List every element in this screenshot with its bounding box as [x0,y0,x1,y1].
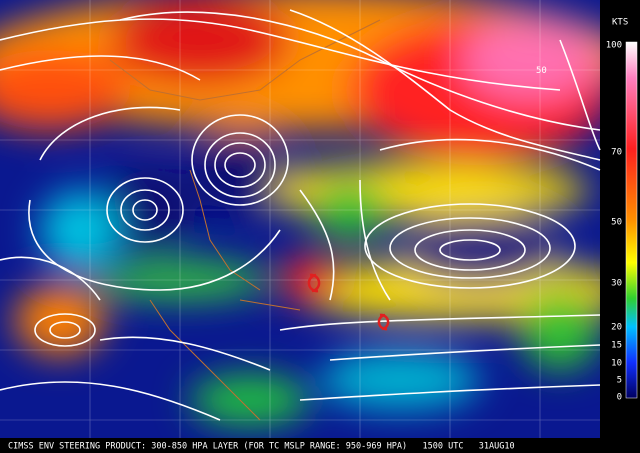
colorbar-label: 5 [617,376,622,386]
colorbar-label: 50 [611,218,622,228]
latitude-label: 50 [536,66,547,76]
storm-symbols [307,273,390,331]
colorbar-unit: KTS [612,18,628,28]
colorbar-scale [625,41,638,399]
coastlines [109,19,381,421]
colorbar-label: 70 [611,148,622,158]
streamlines [0,9,601,421]
colorbar-label: 30 [611,279,622,289]
colorbar-label: 0 [617,393,622,403]
caption: CIMSS ENV STEERING PRODUCT: 300-850 HPA … [8,442,515,452]
colorbar-label: 10 [611,359,622,369]
colorbar-label: 20 [611,323,622,333]
colorbar-label: 15 [611,341,622,351]
colorbar-label: 100 [606,41,622,51]
caption-bar [0,438,640,453]
